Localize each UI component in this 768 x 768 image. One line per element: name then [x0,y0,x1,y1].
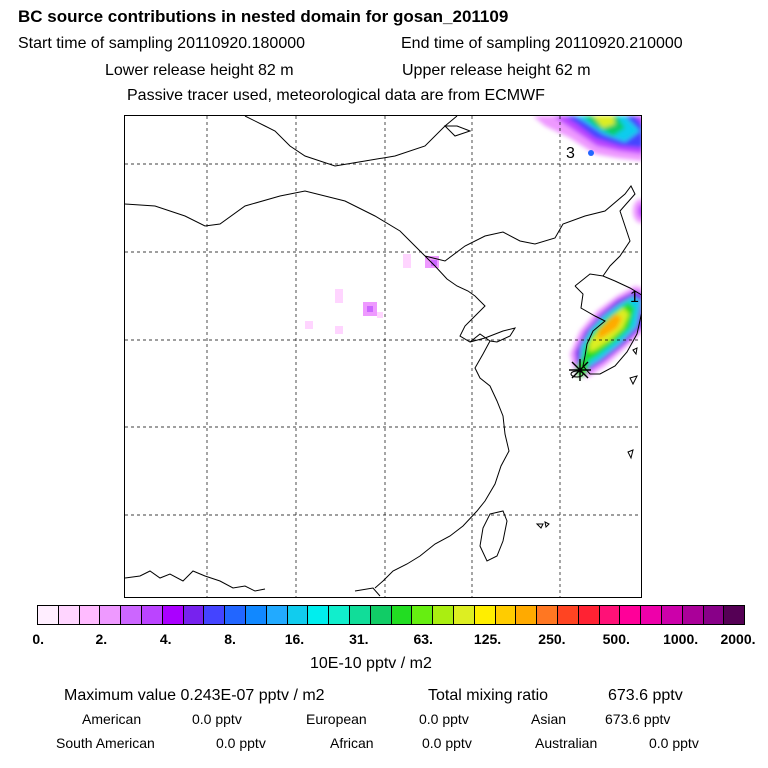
region-label-1: 1 [630,289,639,306]
plume-right-edge [633,199,641,223]
map-grid [125,116,641,597]
colorbar-segment [79,606,101,624]
colorbar-segment [516,606,538,624]
colorbar-segment [495,606,517,624]
colorbar-segment [474,606,496,624]
region-3-marker [588,150,594,156]
colorbar-tick-label: 500. [602,631,630,647]
colorbar-segment [204,606,226,624]
plume-korea [570,286,641,378]
colorbar-tick-label: 4. [159,631,172,647]
total-mixing-label: Total mixing ratio [428,687,549,704]
colorbar-segment [578,606,600,624]
colorbar-segment [370,606,392,624]
american-label: American [82,711,142,727]
colorbar-segment [453,606,475,624]
asian-value: 673.6 pptv [605,711,671,727]
colorbar-tick-label: 16. [284,631,305,647]
colorbar-segment [599,606,621,624]
colorbar-segment [349,606,371,624]
plot-title: BC source contributions in nested domain… [18,7,509,26]
max-value-label: Maximum value 0.243E-07 pptv / m2 [64,687,325,704]
colorbar-segment [100,606,122,624]
colorbar-segment [661,606,683,624]
colorbar-segment [121,606,142,624]
map-canvas: 3 1 [125,116,641,597]
colorbar-segment [682,606,704,624]
colorbar-segment [537,606,558,624]
colorbar-segment [433,606,454,624]
colorbar-unit: 10E-10 pptv / m2 [310,655,432,672]
european-label: European [306,711,367,727]
colorbar-segment [245,606,267,624]
upper-release-label: Upper release height 62 m [402,62,591,79]
australian-label: Australian [535,735,598,751]
american-value: 0.0 pptv [192,711,242,727]
african-label: African [330,735,374,751]
colorbar-tick-label: 63. [413,631,433,647]
end-time-label: End time of sampling 20110920.210000 [401,35,683,52]
colorbar-tick-label: 1000. [663,631,699,647]
coastlines [125,116,641,597]
colorbar-segment [183,606,205,624]
colorbar-tick-label: 2. [95,631,108,647]
colorbar-segment [287,606,309,624]
colorbar-segment [620,606,642,624]
colorbar-segment [58,606,80,624]
release-point-marker [569,359,591,381]
plume-patches-inland [305,254,439,334]
colorbar-segment [412,606,434,624]
colorbar-segment [391,606,413,624]
colorbar-segment [557,606,579,624]
colorbar-segment [38,606,59,624]
african-value: 0.0 pptv [422,735,472,751]
colorbar-segment [641,606,662,624]
colorbar [37,605,745,625]
map-panel: 3 1 [124,115,642,598]
colorbar-segment [266,606,288,624]
total-mixing-value: 673.6 pptv [608,687,683,704]
colorbar-tick-label: 2000. [720,631,756,647]
colorbar-segment [724,606,745,624]
lower-release-label: Lower release height 82 m [105,62,294,79]
european-value: 0.0 pptv [419,711,469,727]
colorbar-segment [162,606,184,624]
south-american-value: 0.0 pptv [216,735,266,751]
colorbar-tick-label: 31. [349,631,369,647]
colorbar-segment [329,606,350,624]
south-american-label: South American [56,735,155,751]
colorbar-tick-label: 125. [473,631,502,647]
colorbar-tick-label: 250. [538,631,566,647]
colorbar-segment [308,606,330,624]
australian-value: 0.0 pptv [649,735,699,751]
region-label-3: 3 [566,145,575,162]
colorbar-segment [141,606,163,624]
plume-top-right [533,116,641,161]
tracer-note: Passive tracer used, meteorological data… [127,87,545,104]
colorbar-segment [225,606,246,624]
colorbar-tick-label: 0. [32,631,45,647]
start-time-label: Start time of sampling 20110920.180000 [18,35,306,52]
colorbar-tick-label: 8. [224,631,236,647]
asian-label: Asian [531,711,567,727]
colorbar-segment [703,606,725,624]
